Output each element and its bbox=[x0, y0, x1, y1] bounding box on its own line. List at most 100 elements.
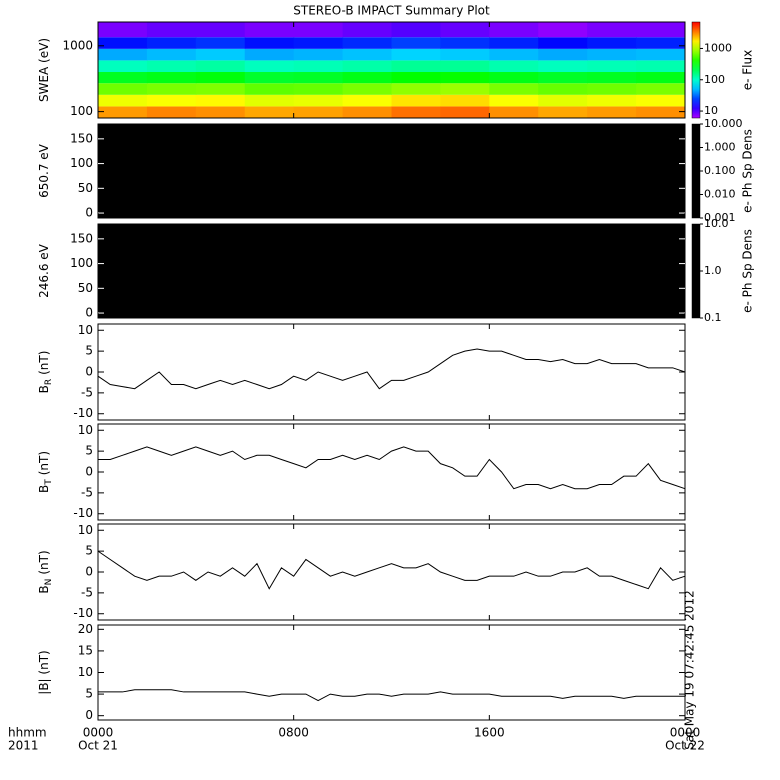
heatmap-cell bbox=[244, 37, 295, 49]
heatmap-cell bbox=[98, 94, 148, 107]
y-tick-label: -5 bbox=[81, 385, 93, 399]
heatmap-cell bbox=[391, 71, 441, 84]
y-axis-label-text: 246.6 eV bbox=[37, 243, 51, 298]
y-axis-label-text: 650.7 eV bbox=[37, 143, 51, 198]
y-axis-label-unit: (nT) bbox=[37, 451, 51, 475]
heatmap-cell bbox=[244, 106, 295, 118]
heatmap-cell bbox=[195, 60, 246, 72]
y-tick-label: 5 bbox=[85, 544, 93, 558]
heatmap-cell bbox=[440, 83, 490, 95]
y-tick-label: 150 bbox=[70, 231, 93, 245]
heatmap-cell bbox=[538, 22, 588, 38]
heatmap-cell bbox=[489, 37, 539, 49]
y-axis-label-text: SWEA (eV) bbox=[37, 38, 51, 102]
heatmap-cell bbox=[587, 22, 637, 38]
y-axis-label: 650.7 eV bbox=[37, 143, 51, 198]
heatmap-cell bbox=[587, 94, 637, 107]
heatmap-cell bbox=[538, 48, 588, 61]
heatmap-cell bbox=[636, 37, 686, 49]
heatmap-cell bbox=[538, 106, 588, 118]
heatmap-cell bbox=[146, 71, 197, 84]
y-tick-label: 100 bbox=[70, 156, 93, 170]
heatmap-cell bbox=[587, 83, 637, 95]
heatmap-cell bbox=[538, 83, 588, 95]
heatmap-cell bbox=[293, 60, 344, 72]
y-tick-label: 100 bbox=[70, 256, 93, 270]
y-tick-label: 150 bbox=[70, 131, 93, 145]
heatmap-cell bbox=[244, 22, 295, 38]
heatmap-cell bbox=[391, 60, 441, 72]
x-tick-label: 0800 bbox=[278, 726, 309, 740]
heatmap-cell bbox=[146, 94, 197, 107]
y-axis-label-subscript: R bbox=[44, 379, 54, 385]
heatmap-cell bbox=[489, 71, 539, 84]
colorbar bbox=[691, 123, 701, 219]
y-axis-label: |B| (nT) bbox=[37, 650, 51, 694]
heatmap-cell bbox=[146, 48, 197, 61]
date-label: Oct 21 bbox=[78, 739, 118, 753]
heatmap-cell bbox=[244, 48, 295, 61]
colorbar-label: e- Ph Sp Dens bbox=[741, 229, 755, 313]
heatmap-cell bbox=[440, 60, 490, 72]
y-tick-label: 1000 bbox=[62, 38, 93, 52]
x-tick-label: 1600 bbox=[474, 726, 505, 740]
year-label: 2011 bbox=[8, 739, 39, 753]
y-axis-label-subscript: N bbox=[44, 579, 54, 586]
heatmap-cell bbox=[538, 60, 588, 72]
heatmap-cell bbox=[636, 22, 686, 38]
heatmap-cell bbox=[98, 71, 148, 84]
y-tick-label: 10 bbox=[78, 523, 93, 537]
y-axis-label: BR (nT) bbox=[37, 351, 54, 394]
heatmap-cell bbox=[195, 22, 246, 38]
y-axis-label-text: B bbox=[37, 385, 51, 393]
y-tick-label: 10 bbox=[78, 665, 93, 679]
y-axis-label-text: B bbox=[37, 485, 51, 493]
heatmap-cell bbox=[146, 22, 197, 38]
heatmap-cell bbox=[146, 60, 197, 72]
y-axis-label: 246.6 eV bbox=[37, 243, 51, 298]
heatmap-cell bbox=[244, 60, 295, 72]
heatmap-cell bbox=[98, 37, 148, 49]
heatmap-cell bbox=[342, 106, 392, 118]
heatmap-cell bbox=[489, 48, 539, 61]
heatmap-cell bbox=[195, 48, 246, 61]
colorbar-tick-label: 0.100 bbox=[704, 164, 736, 177]
y-tick-label: 50 bbox=[78, 181, 93, 195]
heatmap-cell bbox=[636, 60, 686, 72]
heatmap-cell bbox=[587, 48, 637, 61]
heatmap-cell bbox=[391, 83, 441, 95]
y-axis-label-unit: (nT) bbox=[37, 351, 51, 375]
spectrogram-fill bbox=[98, 124, 685, 218]
panel-frame bbox=[97, 223, 686, 319]
heatmap-cell bbox=[342, 94, 392, 107]
y-tick-label: -10 bbox=[73, 606, 93, 620]
heatmap-cell bbox=[244, 94, 295, 107]
data-line bbox=[97, 348, 686, 390]
heatmap-cell bbox=[98, 48, 148, 61]
heatmap-cell bbox=[587, 71, 637, 84]
heatmap-cell bbox=[391, 22, 441, 38]
heatmap-cell bbox=[391, 94, 441, 107]
y-axis-label-text: B bbox=[37, 585, 51, 593]
timestamp: Sat May 19 07:42:45 2012 bbox=[683, 590, 697, 749]
data-line bbox=[98, 446, 686, 490]
heatmap-cell bbox=[538, 37, 588, 49]
colorbar bbox=[691, 223, 701, 319]
heatmap-cell bbox=[391, 48, 441, 61]
heatmap-cell bbox=[195, 83, 246, 95]
y-axis-label-subscript: T bbox=[44, 479, 54, 486]
heatmap-cell bbox=[636, 83, 686, 95]
heatmap-cell bbox=[587, 106, 637, 118]
heatmap-cell bbox=[587, 60, 637, 72]
y-tick-label: 10 bbox=[78, 423, 93, 437]
heatmap-cell bbox=[440, 22, 490, 38]
heatmap-cell bbox=[98, 83, 148, 95]
y-tick-label: -5 bbox=[81, 485, 93, 499]
heatmap-cell bbox=[636, 48, 686, 61]
y-axis-label: BN (nT) bbox=[37, 550, 54, 593]
spectrogram-fill bbox=[98, 224, 685, 318]
heatmap-cell bbox=[489, 94, 539, 107]
heatmap-cell bbox=[195, 71, 246, 84]
y-tick-label: 0 bbox=[85, 565, 93, 579]
